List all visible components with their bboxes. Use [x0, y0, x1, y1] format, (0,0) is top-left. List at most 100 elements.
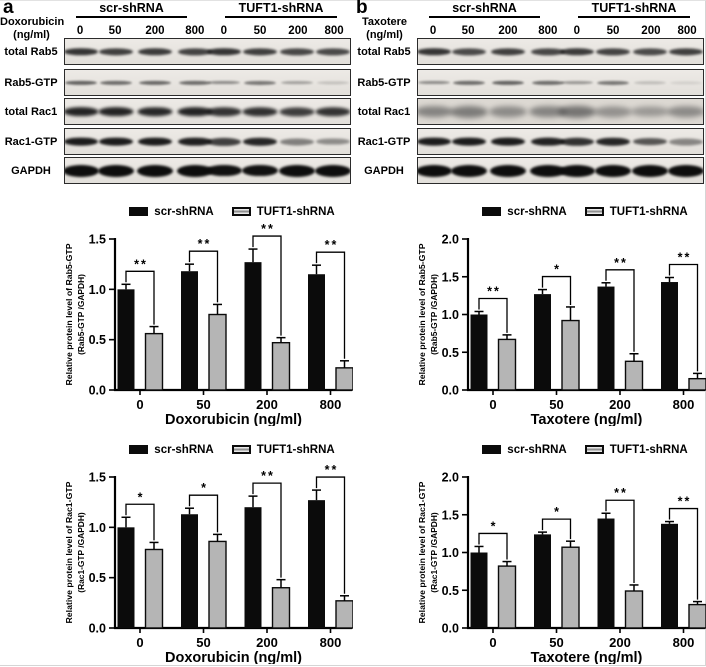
y-axis-label-line1: Relative protein level of Rab5-GTP [417, 243, 427, 385]
blot-band [206, 106, 242, 117]
legend-swatch-scr [482, 445, 502, 454]
western-blot-panel-b: b scr-shRNA TUFT1-shRNA Taxotere (ng/ml)… [353, 0, 706, 193]
blot-band [557, 105, 596, 118]
blot-band [530, 137, 565, 146]
blot-band [669, 47, 703, 56]
dose-label: 800 [538, 25, 558, 37]
legend-item-scr: scr-shRNA [129, 443, 214, 456]
blot-band [560, 80, 593, 85]
blot-band [65, 106, 99, 117]
x-tick-label: 800 [673, 397, 695, 412]
blot-band [280, 137, 315, 146]
legend-item-scr: scr-shRNA [482, 444, 567, 456]
bar-scr-shrna [244, 262, 262, 390]
x-tick-label: 800 [320, 397, 342, 412]
blot-strip [417, 38, 704, 65]
blot-band [206, 137, 241, 146]
blot-band [65, 164, 99, 177]
significance-bracket [125, 503, 155, 541]
x-axis-label: Doxorubicin (ng/ml) [165, 650, 302, 664]
blot-band [632, 164, 669, 177]
x-axis-label: Taxotere (ng/ml) [531, 412, 643, 426]
blot-band [177, 137, 212, 146]
significance-bracket [188, 494, 219, 533]
y-axis-label-line1: Relative protein level of Rac1-GTP [417, 481, 427, 623]
bar-chart-svg: 0.0 0.5 1.0 1.5 Relative protein level of Ra… [64, 463, 353, 664]
y-tick-label: 0.5 [89, 571, 106, 585]
y-axis-label-line2: (Rac1-GTP /GAPDH) [429, 512, 439, 593]
bar-chart-svg: 0.0 0.5 1.0 1.5 2.0 Relative protein level of… [417, 471, 706, 664]
blot-band [491, 47, 526, 56]
bar-scr-shrna [534, 294, 551, 390]
blot-band [242, 137, 277, 146]
bar-tuft1-shrna [688, 377, 706, 391]
bar-tuft1-shrna [335, 600, 353, 629]
significance-stars: * [554, 505, 561, 519]
x-axis-label: Doxorubicin (ng/ml) [165, 412, 302, 426]
legend-item-tuft: TUFT1-shRNA [231, 205, 335, 218]
bar-tuft1-shrna [208, 313, 227, 391]
y-tick-label: 1.5 [89, 233, 106, 247]
bar-tuft1-shrna [335, 367, 353, 391]
blot-band [281, 80, 314, 85]
blot-band [65, 47, 98, 56]
significance-stars: ** [678, 495, 692, 509]
blot-band [452, 80, 485, 85]
significance-stars: ** [325, 238, 339, 252]
y-tick-label: 2.0 [442, 233, 459, 247]
significance-bracket [252, 482, 282, 578]
significance-stars: ** [261, 222, 275, 236]
blot-band [176, 164, 213, 177]
significance-bracket [668, 263, 699, 372]
y-tick-label: 1.0 [89, 283, 106, 297]
legend-label: TUFT1-shRNA [256, 443, 335, 456]
significance-stars: * [491, 519, 498, 533]
blot-band [242, 47, 277, 56]
blot-band [139, 80, 172, 85]
blot-band [559, 137, 594, 146]
bar-tuft1-shrna [688, 603, 706, 629]
dose-label: 0 [429, 25, 437, 37]
blot-band [65, 137, 98, 146]
blot-band [279, 106, 315, 117]
legend-label: TUFT1-shRNA [256, 205, 335, 218]
bar-scr-shrna [597, 518, 615, 628]
legend-label: TUFT1-shRNA [609, 443, 688, 456]
group-label-tuft1-shrna: TUFT1-shRNA [225, 2, 337, 18]
bar-chart-svg: 0.0 0.5 1.0 1.5 Relative protein level of Ra… [64, 222, 353, 426]
bar-tuft1-shrna [208, 540, 227, 629]
panel-b: b scr-shRNA TUFT1-shRNA Taxotere (ng/ml)… [353, 0, 706, 667]
blot-band [280, 47, 315, 56]
blot-band [206, 47, 241, 56]
significance-bracket [252, 235, 282, 336]
blot-band [177, 106, 213, 117]
chart-legend: scr-shRNA TUFT1-shRNA [112, 205, 352, 218]
legend-label: scr-shRNA [154, 205, 214, 218]
bar-tuft1-shrna [561, 319, 580, 391]
legend-label: scr-shRNA [154, 443, 214, 456]
x-tick-label: 0 [136, 635, 143, 650]
bar-tuft1-shrna [144, 332, 164, 391]
chart-legend: scr-shRNA TUFT1-shRNA [465, 205, 705, 218]
dose-labels-row: 0 50 200 800 0 50 200 800 [417, 25, 704, 38]
y-axis-label-line1: Relative protein level of Rab5-GTP [64, 243, 74, 385]
dose-label: 0 [76, 25, 84, 37]
significance-bracket [315, 251, 346, 359]
dose-label: 50 [108, 25, 122, 37]
panel-letter-a: a [3, 0, 14, 18]
blot-band [633, 137, 668, 146]
bar-scr-shrna [308, 274, 325, 390]
y-tick-label: 0.5 [89, 333, 106, 347]
blot-band [315, 106, 350, 117]
group-label-scr-shrna: scr-shRNA [429, 2, 540, 18]
bar-tuft1-shrna [624, 360, 644, 391]
blot-row-label: GAPDH [364, 164, 404, 177]
significance-bracket [605, 269, 635, 352]
blot-strip [417, 69, 704, 96]
blot-band [177, 47, 212, 56]
dose-label: 800 [677, 25, 697, 37]
blot-band [451, 137, 486, 146]
x-tick-label: 200 [256, 635, 278, 650]
significance-bracket [668, 507, 699, 600]
